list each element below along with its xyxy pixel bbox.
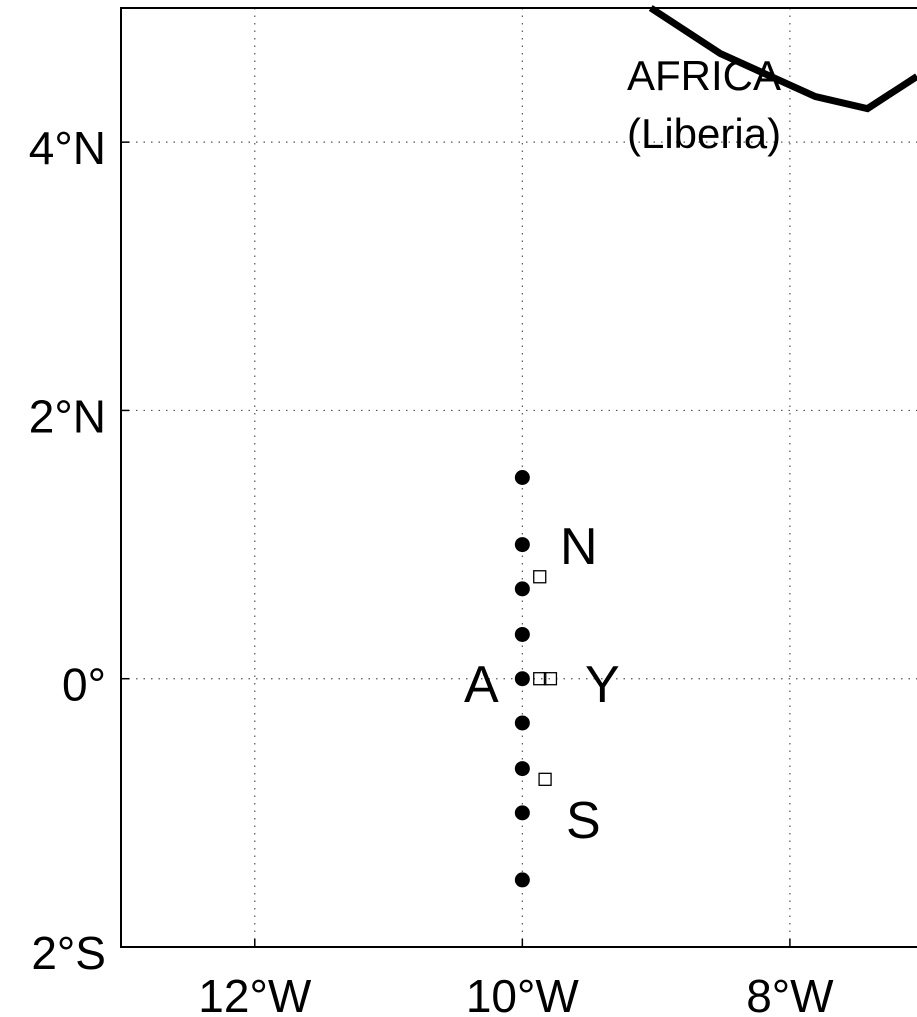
annotation: S	[566, 792, 601, 850]
station-dot	[514, 626, 530, 642]
x-tick-label: 12°W	[198, 970, 312, 1017]
station-dot	[514, 872, 530, 888]
station-dot	[514, 537, 530, 553]
y-tick-label: 0°	[62, 659, 106, 711]
station-square	[538, 772, 552, 786]
station-square	[543, 672, 558, 686]
station-dot	[514, 761, 530, 777]
y-tick-label: 2°N	[29, 390, 106, 442]
station-dot	[514, 715, 530, 731]
axes-frame	[120, 7, 917, 948]
station-dot	[514, 805, 530, 821]
station-square	[533, 570, 547, 584]
annotation: AFRICA	[627, 52, 781, 99]
station-dot	[514, 581, 530, 597]
annotation: N	[560, 518, 598, 576]
annotation: (Liberia)	[627, 110, 781, 157]
y-tick-label: 4°N	[29, 122, 106, 174]
station-dot	[514, 470, 530, 485]
station-square	[533, 672, 547, 686]
x-tick-label: 10°W	[466, 970, 580, 1017]
station-dot	[514, 671, 530, 687]
y-tick-label: 2°S	[31, 927, 106, 979]
coastline	[648, 5, 917, 113]
x-tick-label: 8°W	[746, 970, 834, 1017]
annotation: Y	[585, 656, 620, 714]
annotation: A	[464, 656, 499, 714]
